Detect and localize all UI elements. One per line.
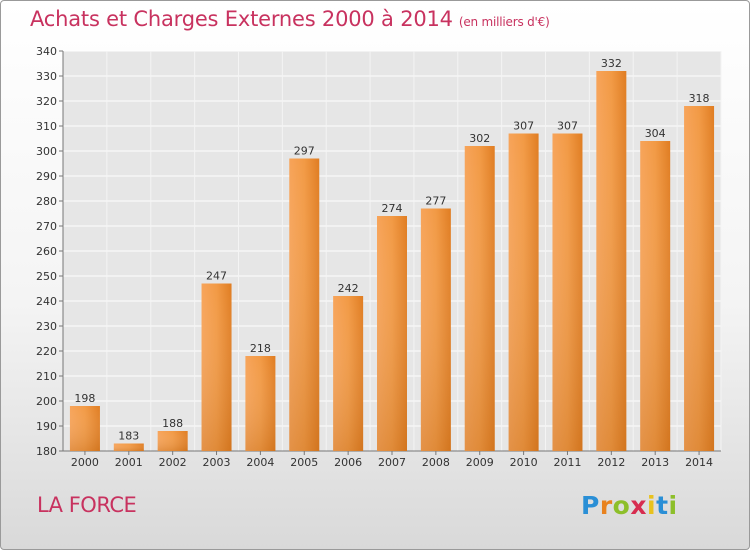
chart-title-text: Achats et Charges Externes 2000 à 2014 [30, 7, 453, 31]
bar-shade [552, 133, 583, 451]
value-label: 218 [250, 342, 271, 355]
bar-shade [113, 443, 144, 451]
logo-letter: i [668, 491, 678, 520]
value-label: 332 [601, 57, 622, 70]
y-tick-label: 270 [36, 220, 57, 233]
x-tick-label: 2007 [378, 456, 406, 469]
logo-letter: r [599, 491, 613, 520]
bar-shade [289, 158, 320, 451]
x-tick-label: 2011 [553, 456, 581, 469]
value-label: 242 [338, 282, 359, 295]
value-label: 304 [645, 127, 666, 140]
value-label: 302 [469, 132, 490, 145]
x-tick-label: 2009 [466, 456, 494, 469]
x-tick-label: 2005 [290, 456, 318, 469]
bar-shade [377, 216, 407, 451]
x-tick-label: 2000 [71, 456, 99, 469]
value-label: 318 [689, 92, 710, 105]
x-tick-label: 2014 [685, 456, 713, 469]
bar-shade [420, 208, 451, 451]
x-tick-label: 2006 [334, 456, 362, 469]
y-tick-label: 210 [36, 370, 57, 383]
value-label: 277 [425, 195, 446, 208]
x-tick-label: 2010 [510, 456, 538, 469]
x-tick-label: 2012 [597, 456, 625, 469]
bar-shade [596, 71, 627, 451]
x-tick-label: 2002 [159, 456, 187, 469]
x-tick-label: 2004 [246, 456, 274, 469]
value-label: 297 [294, 145, 315, 158]
value-label: 198 [74, 392, 95, 405]
bar-shade [464, 146, 495, 451]
y-tick-label: 190 [36, 420, 57, 433]
value-label: 274 [382, 202, 403, 215]
commune-name: LA FORCE [37, 493, 137, 517]
bar-shade [684, 106, 715, 451]
y-tick-label: 320 [36, 95, 57, 108]
y-tick-label: 260 [36, 245, 57, 258]
bar-shade [508, 133, 539, 451]
proxiti-logo: Proxiti [581, 491, 678, 520]
y-tick-label: 220 [36, 345, 57, 358]
bar-shade [333, 296, 364, 451]
x-tick-label: 2001 [115, 456, 143, 469]
bar-shade [69, 406, 100, 451]
value-label: 188 [162, 417, 183, 430]
chart-unit: (en milliers d'€) [458, 15, 550, 29]
bar-shade [201, 283, 232, 451]
value-label: 307 [557, 120, 578, 133]
logo-letter: o [612, 491, 631, 520]
logo-letter: i [647, 491, 657, 520]
value-label: 247 [206, 270, 227, 283]
y-tick-label: 300 [36, 145, 57, 158]
y-tick-label: 330 [36, 70, 57, 83]
y-tick-label: 180 [36, 445, 57, 458]
y-tick-label: 310 [36, 120, 57, 133]
y-tick-label: 240 [36, 295, 57, 308]
logo-letter: x [630, 491, 647, 520]
y-tick-label: 280 [36, 195, 57, 208]
x-tick-label: 2013 [641, 456, 669, 469]
bar-shade [640, 141, 671, 451]
logo-letter: P [581, 491, 600, 520]
x-tick-label: 2008 [422, 456, 450, 469]
logo-letter: t [656, 491, 669, 520]
value-label: 307 [513, 120, 534, 133]
bar-shade [157, 431, 188, 451]
bar-shade [245, 356, 276, 451]
y-tick-label: 230 [36, 320, 57, 333]
x-tick-label: 2003 [203, 456, 231, 469]
value-label: 183 [118, 430, 139, 443]
y-tick-label: 340 [36, 45, 57, 58]
chart-title: Achats et Charges Externes 2000 à 2014 (e… [30, 7, 550, 31]
y-tick-label: 200 [36, 395, 57, 408]
y-tick-label: 290 [36, 170, 57, 183]
y-tick-label: 250 [36, 270, 57, 283]
